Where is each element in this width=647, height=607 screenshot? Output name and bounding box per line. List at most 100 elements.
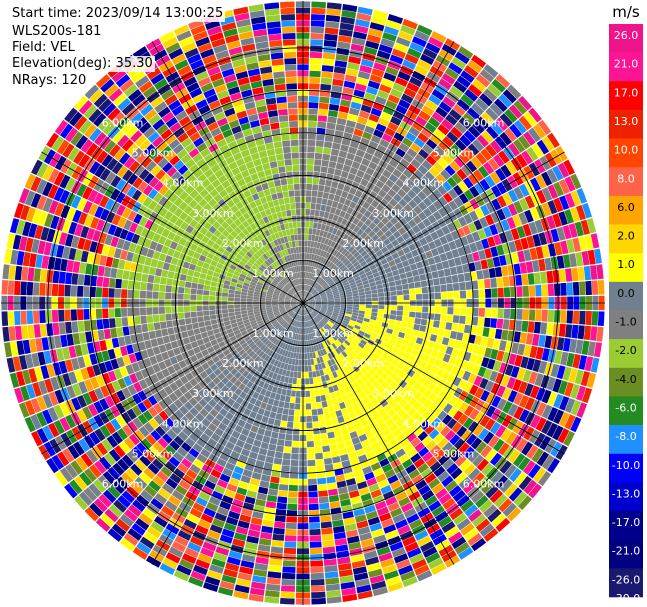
- range-gate: [342, 257, 349, 264]
- range-gate: [288, 484, 298, 492]
- range-gate: [428, 94, 442, 106]
- range-gate: [532, 123, 547, 139]
- range-gate: [462, 333, 470, 343]
- range-gate: [400, 24, 416, 36]
- range-gate: [487, 158, 500, 171]
- range-gate: [315, 140, 324, 148]
- range-gate: [320, 280, 326, 286]
- range-gate: [315, 452, 324, 460]
- range-gate: [409, 76, 423, 88]
- range-gate: [337, 156, 346, 165]
- range-gate: [510, 227, 520, 241]
- range-gate: [520, 356, 529, 369]
- range-gate: [421, 409, 432, 420]
- range-gate: [446, 283, 454, 292]
- range-gate: [326, 173, 334, 181]
- range-gate: [210, 281, 218, 287]
- range-gate: [501, 206, 512, 219]
- range-gate: [413, 391, 423, 401]
- range-gate: [578, 355, 588, 370]
- range-gate: [328, 212, 335, 220]
- range-gate: [364, 92, 376, 102]
- range-gate: [307, 295, 313, 300]
- range-gate: [320, 294, 327, 298]
- range-gate: [422, 243, 431, 253]
- range-gate: [156, 337, 165, 346]
- range-gate: [374, 540, 389, 550]
- range-gate: [465, 362, 475, 373]
- range-gate: [114, 288, 122, 298]
- range-gate: [319, 502, 330, 510]
- range-gate: [77, 320, 85, 333]
- range-gate: [574, 221, 584, 237]
- range-gate: [528, 371, 538, 385]
- range-gate: [442, 192, 453, 203]
- range-gate: [365, 401, 374, 410]
- range-gate: [550, 256, 559, 270]
- range-gate: [308, 297, 315, 301]
- range-gate: [462, 224, 472, 236]
- range-gate: [369, 319, 376, 325]
- range-gate: [481, 462, 494, 476]
- range-gate: [553, 241, 563, 256]
- range-gate: [407, 257, 416, 265]
- range-gate: [318, 289, 325, 294]
- range-gate: [368, 190, 378, 200]
- range-gate: [498, 340, 507, 351]
- range-gate: [437, 185, 448, 196]
- range-gate: [432, 278, 440, 286]
- range-gate: [356, 428, 365, 437]
- range-gate: [301, 309, 303, 316]
- range-gate: [372, 494, 385, 505]
- range-gate: [541, 187, 553, 202]
- range-gate: [204, 279, 212, 286]
- range-gate: [146, 282, 154, 291]
- range-gate: [446, 148, 458, 160]
- range-gate: [322, 273, 328, 280]
- range-gate: [378, 117, 390, 127]
- range-gate: [479, 93, 493, 107]
- range-gate: [434, 449, 446, 461]
- range-gate: [317, 363, 323, 370]
- range-gate: [458, 282, 466, 291]
- range-gate: [472, 139, 485, 152]
- range-gate: [323, 317, 329, 322]
- range-gate: [304, 278, 307, 285]
- range-gate: [429, 150, 442, 162]
- range-gate: [590, 233, 600, 249]
- range-gate: [454, 541, 470, 555]
- range-gate: [417, 59, 432, 71]
- range-gate: [394, 394, 403, 403]
- range-gate: [531, 448, 544, 463]
- range-gate: [171, 306, 178, 314]
- range-gate: [285, 434, 293, 441]
- range-gate: [280, 420, 288, 428]
- range-gate: [380, 484, 392, 495]
- range-gate: [315, 298, 322, 301]
- range-gate: [419, 325, 427, 333]
- range-gate: [464, 504, 479, 517]
- range-gate: [325, 583, 341, 592]
- range-gate: [411, 269, 419, 277]
- range-gate: [306, 165, 314, 172]
- range-gate: [102, 308, 109, 319]
- range-gate: [501, 387, 512, 400]
- range-gate: [459, 341, 468, 351]
- range-gate: [540, 217, 550, 232]
- range-gate: [452, 376, 462, 387]
- range-gate: [354, 189, 363, 198]
- range-gate: [298, 334, 301, 341]
- range-gate: [459, 307, 467, 316]
- range-gate: [432, 210, 442, 221]
- range-gate: [439, 253, 448, 262]
- range-gate: [466, 290, 473, 299]
- range-gate: [438, 492, 452, 505]
- range-gate: [309, 304, 315, 307]
- range-gate: [546, 168, 558, 184]
- range-gate: [290, 396, 296, 403]
- range-gate: [338, 272, 345, 278]
- range-gate: [427, 392, 438, 403]
- range-gate: [568, 368, 578, 383]
- range-gate: [375, 203, 385, 212]
- range-gate: [373, 467, 384, 477]
